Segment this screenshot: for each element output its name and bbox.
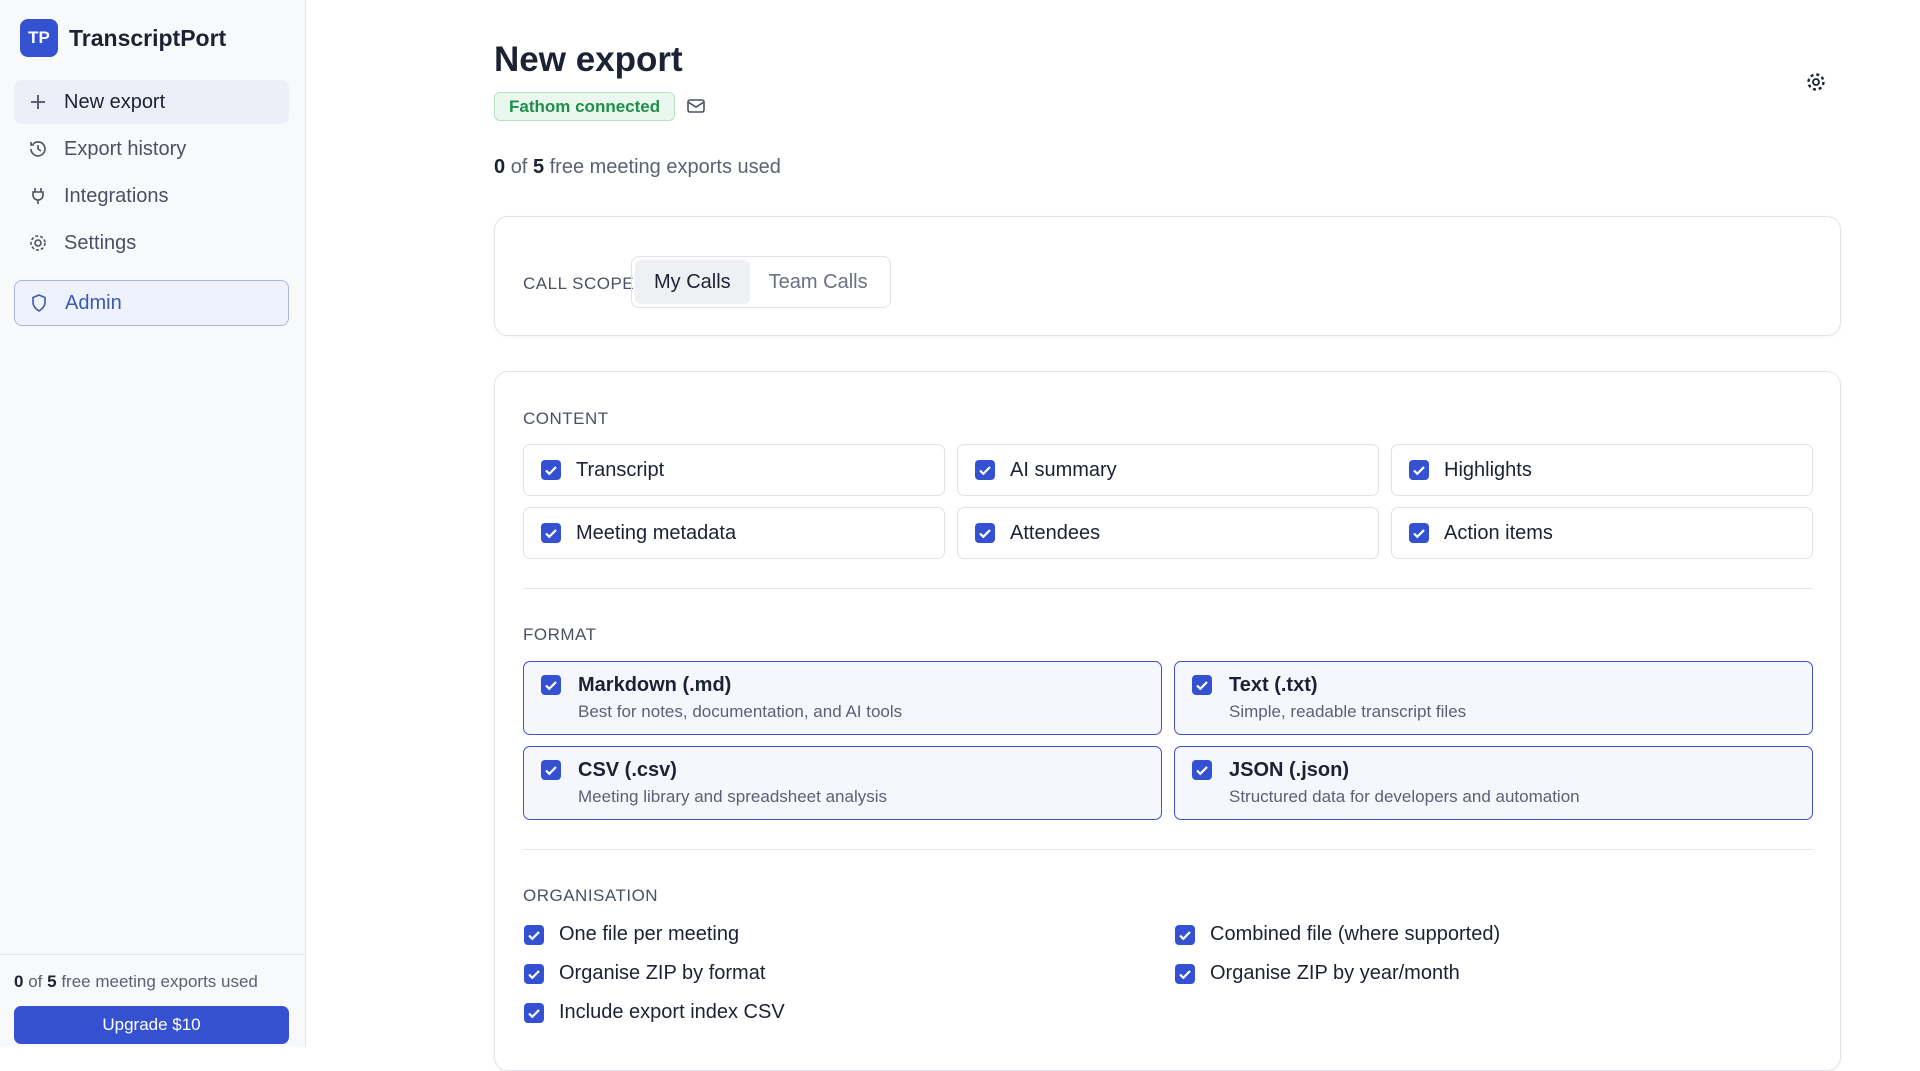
mail-icon[interactable] [686, 97, 706, 115]
checkbox[interactable] [1191, 674, 1213, 696]
usage-text: free meeting exports used [61, 972, 258, 991]
divider [523, 849, 1813, 850]
divider [523, 588, 1813, 589]
checkbox[interactable] [1174, 924, 1196, 946]
logo: TP [20, 19, 58, 57]
option-label: Organise ZIP by format [559, 962, 766, 984]
admin-label: Admin [65, 291, 122, 314]
option-label: Organise ZIP by year/month [1210, 962, 1460, 984]
nav-label: Settings [64, 231, 137, 254]
format-desc: Structured data for developers and autom… [1229, 787, 1580, 806]
checkbox[interactable] [540, 459, 562, 481]
section-label: FORMAT [523, 625, 597, 644]
option-label: Combined file (where supported) [1210, 923, 1501, 945]
checkbox[interactable] [974, 522, 996, 544]
format-name: JSON (.json) [1229, 759, 1350, 781]
divider [0, 954, 305, 955]
option-label: Transcript [576, 458, 665, 481]
checkbox[interactable] [523, 963, 545, 985]
limit: 5 [47, 972, 57, 991]
checkbox[interactable] [540, 674, 562, 696]
upgrade-button[interactable]: Upgrade $10 [14, 1006, 289, 1044]
nav-label: Export history [64, 137, 187, 160]
nav-item[interactable]: Export history [14, 127, 289, 171]
checkbox[interactable] [974, 459, 996, 481]
content-option[interactable]: AI summary [957, 444, 1379, 496]
checkbox[interactable] [1408, 522, 1430, 544]
icon [32, 188, 44, 204]
format-option[interactable]: CSV (.csv) Meeting library and spreadshee… [523, 746, 1162, 820]
checkbox[interactable] [540, 759, 562, 781]
format-name: Markdown (.md) [578, 674, 732, 696]
content-option[interactable]: Transcript [523, 444, 945, 496]
usage-of: of [510, 156, 528, 178]
icon [30, 235, 46, 251]
format-option[interactable]: JSON (.json) Structured data for develope… [1174, 746, 1813, 820]
option-label: Highlights [1444, 458, 1532, 481]
format-desc: Best for notes, documentation, and AI to… [578, 702, 903, 721]
organisation-option[interactable]: Organise ZIP by year/month [1174, 962, 1460, 985]
settings-icon[interactable] [1805, 71, 1827, 93]
admin-link[interactable]: Admin [14, 280, 289, 326]
option-label: Include export index CSV [559, 1001, 785, 1023]
content-option[interactable]: Action items [1391, 507, 1813, 559]
organisation-option[interactable]: Combined file (where supported) [1174, 923, 1500, 946]
option-label: AI summary [1010, 458, 1117, 481]
checkbox[interactable] [540, 522, 562, 544]
usage-of: of [28, 972, 43, 991]
used: 0 [14, 972, 24, 991]
scope-option[interactable]: Team Calls [768, 270, 868, 293]
option-label: Action items [1444, 521, 1553, 544]
page: TranscriptPort {"sidebar": {"logo": "TP"… [0, 0, 1841, 1071]
content-option[interactable]: Attendees [957, 507, 1379, 559]
content-option[interactable]: Meeting metadata [523, 507, 945, 559]
format-option[interactable]: Text (.txt) Simple, readable transcript f… [1174, 661, 1813, 735]
checkbox[interactable] [1408, 459, 1430, 481]
format-name: CSV (.csv) [578, 759, 677, 781]
option-label: Attendees [1010, 521, 1101, 544]
option-label: Meeting metadata [576, 521, 737, 544]
used: 0 [494, 156, 506, 178]
checkbox[interactable] [523, 1002, 545, 1024]
scope-option[interactable]: My Calls [635, 260, 750, 304]
section-label: CALL SCOPE [523, 274, 635, 293]
nav-label: Integrations [64, 184, 169, 207]
checkbox[interactable] [1191, 759, 1213, 781]
nav-item[interactable]: New export [14, 80, 289, 124]
sidebar: TP TranscriptPort New export Export hist… [0, 0, 306, 1047]
icon [32, 294, 46, 312]
organisation-option[interactable]: One file per meeting [523, 923, 739, 946]
format-desc: Simple, readable transcript files [1229, 702, 1467, 721]
icon [30, 141, 46, 157]
connection-badge: Fathom connected [494, 92, 676, 121]
organisation-option[interactable]: Include export index CSV [523, 1001, 785, 1024]
format-desc: Meeting library and spreadsheet analysis [578, 787, 888, 806]
section-label: ORGANISATION [523, 886, 659, 905]
nav-label: New export [64, 90, 166, 113]
options-card: CONTENT FORMAT ORGANISATION Transcript AI… [494, 371, 1841, 1071]
content-option[interactable]: Highlights [1391, 444, 1813, 496]
nav-item[interactable]: Settings [14, 221, 289, 265]
usage: 0 of 5 free meeting exports used [494, 156, 781, 179]
checkbox[interactable] [523, 924, 545, 946]
brand: TranscriptPort [69, 25, 227, 51]
usage: 0 of 5 free meeting exports used [14, 972, 258, 992]
page-title: New export [494, 40, 683, 79]
segmented-control: My Calls Team Calls [631, 256, 891, 308]
limit: 5 [532, 156, 545, 178]
checkbox[interactable] [1174, 963, 1196, 985]
option-label: One file per meeting [559, 923, 740, 945]
section-label: CONTENT [523, 409, 609, 428]
icon [31, 95, 45, 109]
format-name: Text (.txt) [1229, 674, 1318, 696]
app: TP TranscriptPort New export Export hist… [0, 0, 1841, 1071]
usage-text: free meeting exports used [549, 156, 781, 178]
organisation-option[interactable]: Organise ZIP by format [523, 962, 765, 985]
format-option[interactable]: Markdown (.md) Best for notes, documentat… [523, 661, 1162, 735]
nav-item[interactable]: Integrations [14, 174, 289, 218]
scope-card: CALL SCOPE My Calls Team Calls [494, 216, 1841, 336]
